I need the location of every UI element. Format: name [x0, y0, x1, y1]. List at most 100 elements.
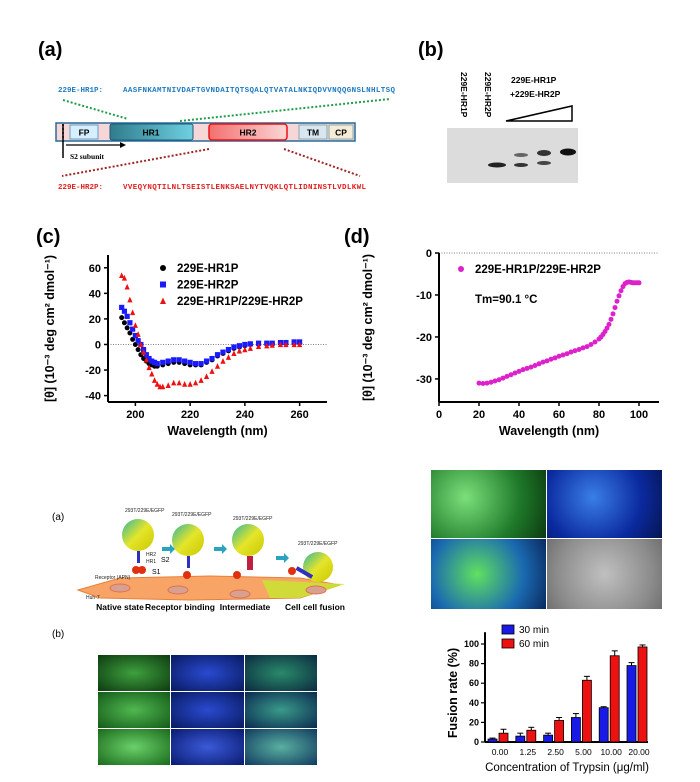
- micrograph-tile: [171, 692, 244, 728]
- effector-cell: [122, 519, 154, 551]
- panel-label-a: (a): [38, 39, 62, 61]
- domain-hr2-label: HR2: [239, 128, 256, 138]
- concentration-gradient-triangle: [505, 105, 573, 122]
- fused-membrane: [262, 580, 345, 598]
- x-tick-label: 5.00: [575, 747, 592, 757]
- data-point: [242, 346, 248, 353]
- panel-label-b2: (b): [52, 629, 64, 640]
- data-point: [176, 357, 182, 363]
- effector-cell: [232, 524, 264, 556]
- data-point: [119, 304, 125, 311]
- micrograph-egfp: [431, 470, 546, 538]
- x-tick-label: 60: [553, 409, 565, 421]
- data-point: [242, 341, 248, 348]
- bar-60-min: [554, 720, 564, 743]
- nucleus: [167, 585, 189, 595]
- data-point: [588, 341, 594, 347]
- y-tick-label: 20: [469, 717, 479, 727]
- nucleus: [305, 585, 327, 595]
- data-point: [500, 375, 506, 381]
- data-point: [612, 305, 618, 311]
- x-axis-label: Wavelength (nm): [167, 424, 267, 438]
- gel-band: [488, 162, 506, 168]
- x-tick-label: 10.00: [601, 747, 623, 757]
- domain-diagram: 229E-HR1P: AASFNKAMTNIVDAFTGVNDAITQTSQAL…: [55, 87, 395, 192]
- data-point: [255, 340, 262, 346]
- data-point: [616, 293, 622, 299]
- data-point: [154, 361, 160, 367]
- y-tick-label: 0: [426, 248, 432, 260]
- panel-label-d: (d): [344, 226, 370, 248]
- data-point: [568, 349, 574, 355]
- fusion-schematic: 293T/229E/EGFP 293T/229E/EGFP 293T/229E/…: [76, 508, 345, 612]
- micrograph-tile: [98, 692, 171, 728]
- data-point: [214, 352, 221, 358]
- chart-thermal-melt: 0 20 40 60 80 100 0 -10 -20 -30 Wavelength (nm) [θ]…: [361, 248, 659, 438]
- hr1p-sequence: AASFNKAMTNIVDAFTGVNDAITQTSQALQTVATALNKIQ…: [123, 87, 395, 95]
- gel-lane-label: 229E-HR1P: [459, 72, 469, 118]
- data-point: [154, 381, 160, 387]
- micrograph-tile: [244, 655, 317, 691]
- gel-band: [514, 163, 528, 167]
- data-point: [149, 370, 155, 377]
- data-point: [496, 377, 502, 383]
- x-tick-label: 100: [630, 409, 648, 421]
- bar-60-min: [609, 655, 620, 743]
- data-point: [176, 379, 182, 386]
- data-point: [584, 344, 590, 350]
- micrograph-tile: [171, 729, 244, 765]
- x-tick-label: 0: [436, 409, 442, 421]
- data-point: [203, 373, 210, 380]
- data-point: [127, 320, 133, 326]
- hr1-dotted-line: [179, 98, 391, 122]
- gel-band: [514, 153, 528, 157]
- x-tick-label: 40: [513, 409, 525, 421]
- data-point: [140, 349, 147, 355]
- x-tick-label: 80: [593, 409, 605, 421]
- data-point: [146, 364, 152, 371]
- y-tick-label: 60: [89, 263, 101, 275]
- bar-30-min: [598, 707, 609, 743]
- gel-band: [560, 148, 576, 156]
- gel-band: [537, 150, 551, 156]
- micrograph-tile: [98, 729, 171, 765]
- domain-fp: [69, 124, 99, 140]
- domain-cp: [328, 124, 354, 140]
- data-point: [552, 355, 558, 361]
- data-point: [130, 326, 136, 332]
- data-point: [182, 358, 188, 364]
- data-point: [610, 311, 616, 317]
- data-point: [564, 351, 570, 357]
- data-point: [220, 349, 226, 355]
- micrograph-tile: [244, 729, 317, 765]
- hr2-dotted-line: [283, 148, 361, 177]
- s1-label: S1: [152, 569, 161, 576]
- domain-hr1-label: HR1: [142, 128, 159, 138]
- legend-label: 229E-HR2P: [177, 280, 239, 292]
- data-point: [604, 325, 610, 331]
- domain-tm: [298, 124, 328, 140]
- step-arrow-icon: [276, 553, 289, 563]
- data-point: [160, 281, 166, 288]
- data-point: [124, 325, 130, 331]
- data-point: [544, 358, 550, 364]
- bar-30-min: [626, 665, 637, 743]
- effector-cell-label: 293T/229E/EGFP: [233, 516, 273, 522]
- effector-cell-label: 293T/229E/EGFP: [125, 508, 165, 514]
- gel-image: [447, 128, 578, 183]
- data-point: [524, 365, 530, 371]
- legend-label: 30 min: [519, 625, 549, 636]
- data-point: [225, 346, 232, 353]
- data-point: [171, 357, 177, 363]
- y-tick-label: -10: [416, 290, 432, 302]
- y-tick-label: -20: [85, 365, 101, 377]
- y-tick-label: -20: [416, 332, 432, 344]
- hr1p-label: 229E-HR1P:: [58, 87, 103, 95]
- data-point: [124, 313, 130, 319]
- data-point: [247, 341, 253, 347]
- micrograph-tile: [244, 692, 317, 728]
- data-point: [247, 345, 253, 351]
- panel-label-a2: (a): [52, 512, 64, 523]
- y-tick-label: 60: [469, 678, 479, 688]
